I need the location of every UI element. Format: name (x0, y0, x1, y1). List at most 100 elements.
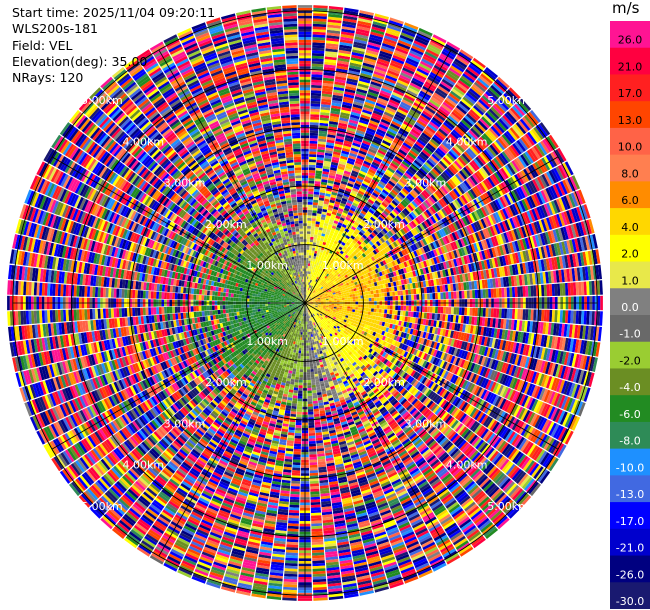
velocity-gate (377, 182, 385, 189)
velocity-gate (398, 106, 409, 114)
velocity-gate (392, 241, 398, 248)
velocity-gate (492, 82, 505, 95)
velocity-gate (411, 200, 419, 208)
velocity-gate (332, 92, 344, 97)
velocity-gate (362, 262, 367, 267)
velocity-gate (374, 305, 377, 309)
velocity-gate (430, 138, 440, 147)
velocity-gate (358, 298, 361, 302)
velocity-gate (327, 264, 331, 268)
velocity-gate (450, 131, 461, 141)
velocity-gate (331, 270, 335, 274)
velocity-gate (430, 182, 439, 191)
velocity-gate (368, 294, 372, 298)
velocity-gate (312, 50, 325, 54)
velocity-gate (326, 142, 335, 146)
velocity-gate (414, 173, 422, 182)
velocity-gate (399, 103, 410, 111)
velocity-gate (458, 291, 462, 299)
velocity-gate (339, 300, 343, 302)
velocity-gate (343, 15, 358, 21)
velocity-gate (421, 132, 431, 141)
velocity-gate (345, 258, 350, 263)
velocity-gate (494, 122, 505, 134)
velocity-gate (313, 253, 317, 257)
velocity-gate (330, 194, 337, 199)
velocity-gate (366, 220, 373, 226)
velocity-gate (335, 280, 339, 284)
velocity-gate (398, 222, 405, 229)
velocity-gate (321, 279, 324, 283)
velocity-gate (344, 295, 348, 298)
velocity-gate (331, 161, 339, 166)
velocity-gate (424, 306, 428, 313)
velocity-gate (315, 276, 318, 279)
velocity-gate (490, 288, 494, 298)
velocity-gate (338, 122, 348, 127)
velocity-gate (376, 208, 383, 214)
velocity-gate (357, 23, 371, 29)
velocity-gate (517, 100, 530, 113)
velocity-gate (380, 222, 386, 228)
velocity-gate (488, 308, 492, 318)
velocity-gate (308, 290, 311, 294)
velocity-gate (453, 291, 457, 299)
velocity-gate (367, 171, 375, 177)
velocity-gate (418, 63, 432, 72)
velocity-gate (391, 210, 398, 217)
velocity-gate (352, 139, 362, 145)
velocity-gate (325, 257, 329, 261)
velocity-gate (499, 135, 510, 148)
velocity-gate (349, 194, 356, 200)
velocity-gate (370, 163, 379, 170)
velocity-gate (312, 26, 327, 30)
velocity-gate (335, 138, 344, 143)
velocity-gate (350, 252, 356, 258)
velocity-gate (307, 293, 310, 296)
velocity-gate (393, 89, 405, 97)
velocity-gate (317, 143, 326, 148)
velocity-gate (327, 282, 331, 286)
velocity-gate (371, 26, 386, 33)
velocity-gate (409, 202, 417, 210)
velocity-gate (497, 76, 510, 89)
velocity-gate (488, 127, 499, 139)
velocity-gate (311, 218, 316, 222)
velocity-gate (324, 53, 338, 58)
velocity-gate (439, 126, 450, 135)
velocity-gate (400, 290, 404, 296)
velocity-gate (400, 176, 409, 184)
velocity-gate (544, 137, 555, 151)
velocity-gate (305, 298, 307, 301)
velocity-gate (513, 103, 526, 116)
velocity-gate (374, 200, 381, 206)
velocity-gate (344, 7, 359, 13)
velocity-gate (469, 290, 473, 299)
velocity-gate (341, 106, 352, 112)
velocity-gate (346, 160, 355, 165)
velocity-gate (328, 244, 333, 248)
velocity-gate (419, 193, 427, 201)
velocity-gate (322, 284, 326, 288)
velocity-gate (341, 150, 350, 155)
velocity-gate (385, 169, 394, 176)
velocity-gate (403, 185, 411, 193)
velocity-gate (417, 30, 432, 39)
velocity-gate (385, 74, 398, 82)
velocity-gate (483, 114, 494, 125)
velocity-gate (313, 255, 317, 259)
velocity-gate (394, 291, 398, 296)
velocity-gate (350, 147, 359, 153)
velocity-gate (310, 294, 313, 298)
velocity-gate (328, 304, 332, 307)
velocity-gate (313, 13, 328, 17)
velocity-gate (376, 246, 382, 252)
velocity-gate (427, 293, 430, 300)
velocity-gate (408, 230, 414, 238)
velocity-gate (378, 53, 392, 60)
velocity-gate (321, 179, 328, 183)
velocity-gate (307, 273, 309, 277)
velocity-gate (401, 160, 410, 168)
velocity-gate (429, 155, 439, 164)
velocity-gate (313, 266, 316, 270)
